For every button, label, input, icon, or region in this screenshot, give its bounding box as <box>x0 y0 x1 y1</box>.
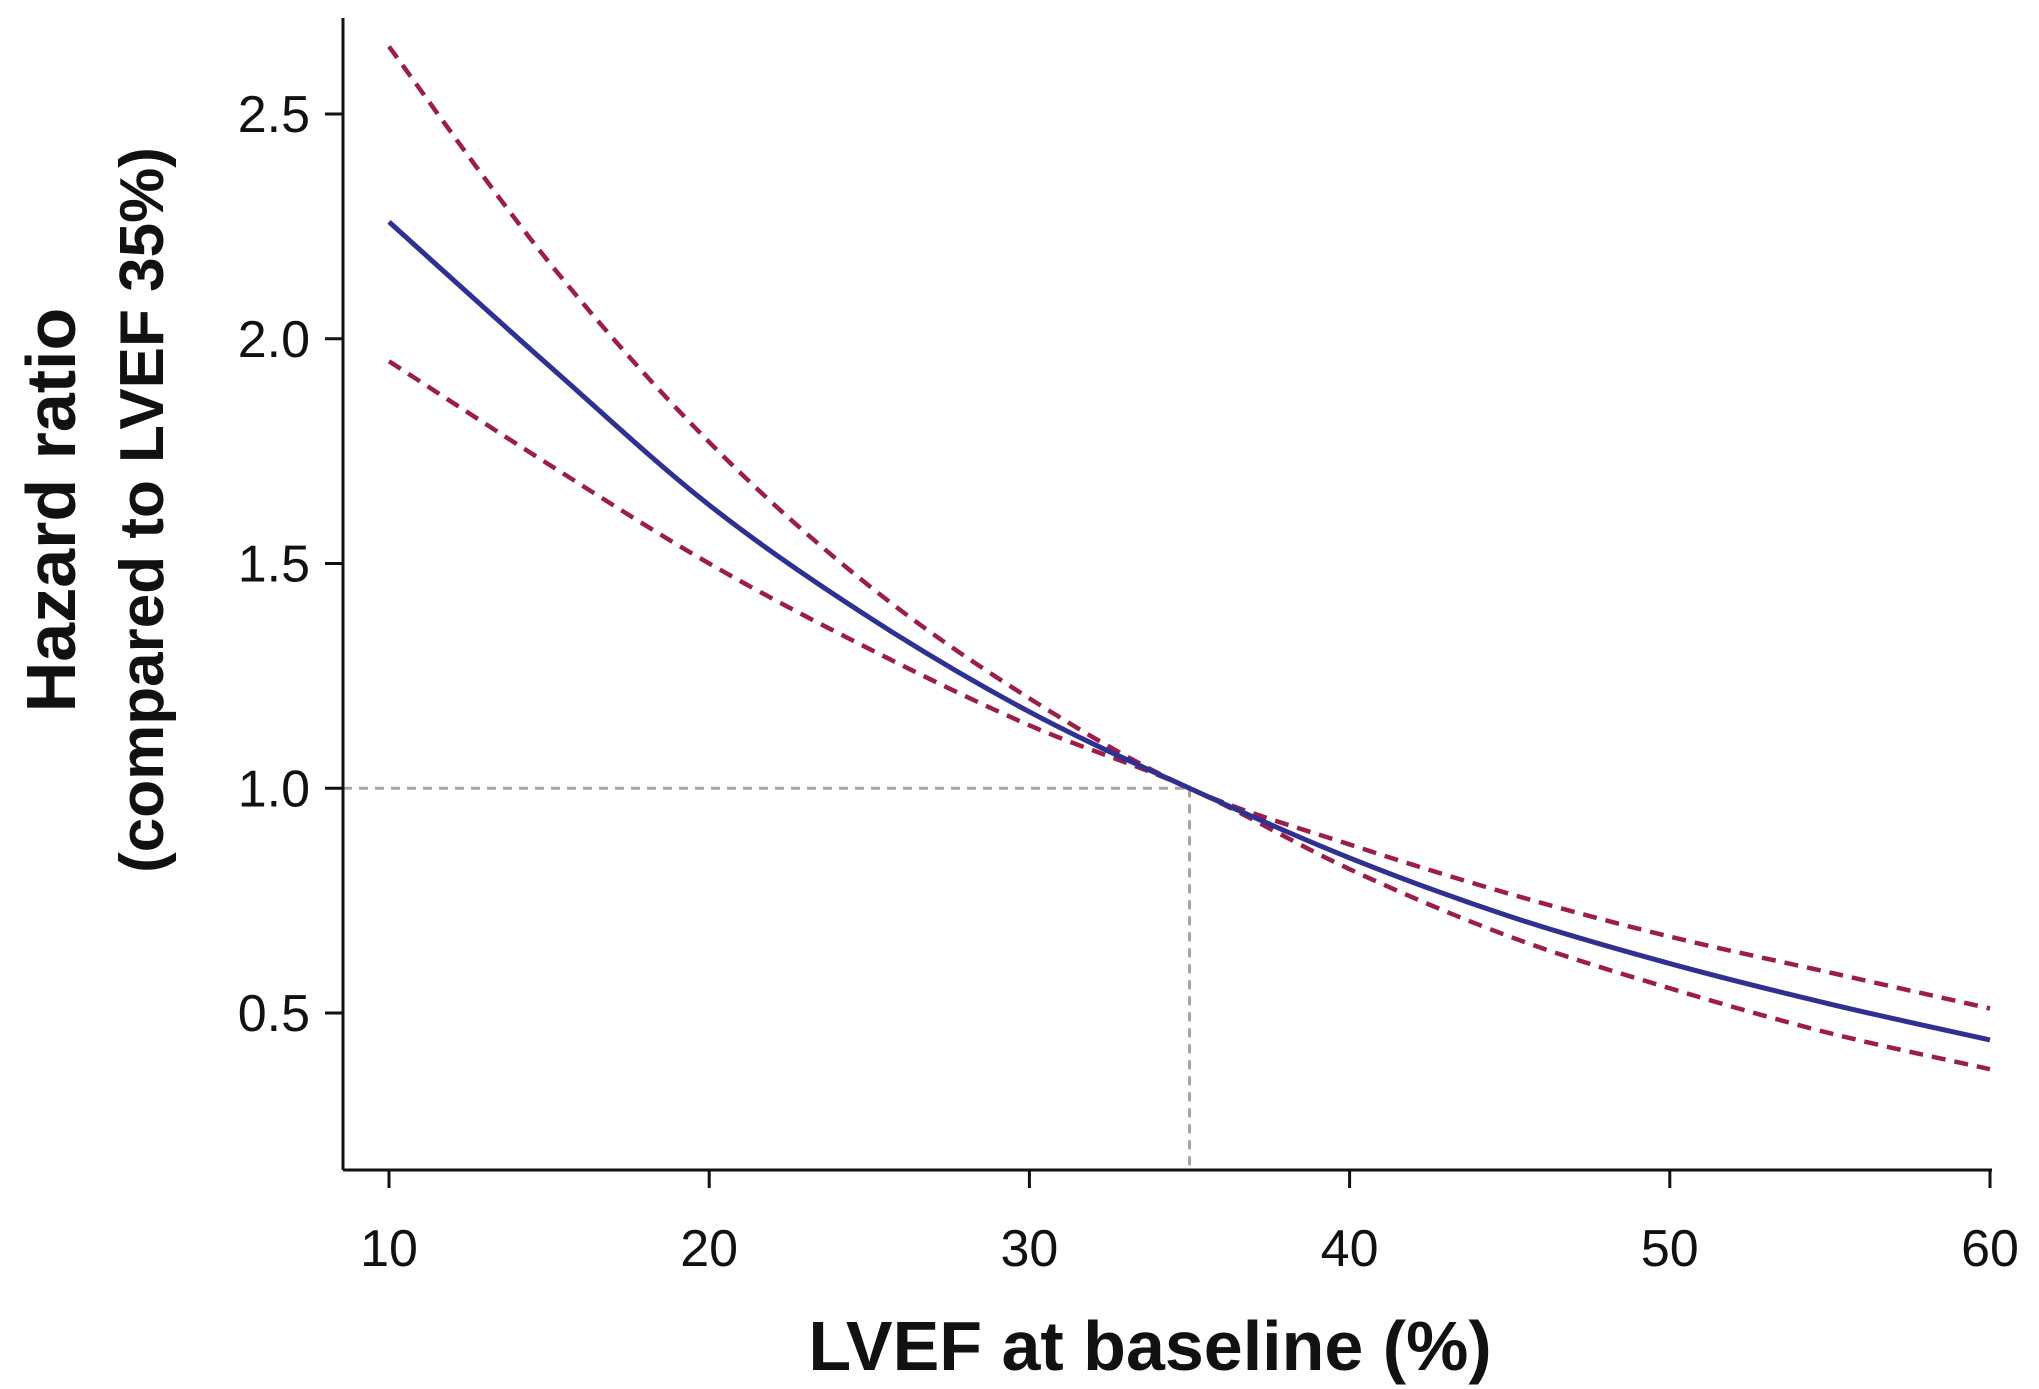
reference-lines <box>343 786 1191 1170</box>
series-line-lower-ci <box>387 359 1991 1072</box>
y-axis-title: Hazard ratio (compared to LVEF 35%) <box>12 147 177 873</box>
y-axis-ticks: 0.5 1.0 1.5 2.0 2.5 <box>238 86 343 1043</box>
series-line-upper-ci <box>387 45 1991 1011</box>
y-tick-label: 1.0 <box>238 760 310 818</box>
y-tick-label: 0.5 <box>238 985 310 1043</box>
series-lines <box>387 45 1991 1072</box>
axes <box>341 18 1992 1172</box>
y-axis-title-line1: Hazard ratio <box>12 308 90 713</box>
x-axis-title: LVEF at baseline (%) <box>808 1307 1491 1385</box>
x-tick-label: 60 <box>1961 1220 2019 1278</box>
x-tick-label: 50 <box>1641 1220 1699 1278</box>
y-tick-label: 2.0 <box>238 311 310 369</box>
x-tick-label: 30 <box>1000 1220 1058 1278</box>
x-tick-label: 20 <box>680 1220 738 1278</box>
y-tick-label: 2.5 <box>238 86 310 144</box>
y-tick-label: 1.5 <box>238 536 310 594</box>
x-axis-ticks: 10 20 30 40 50 60 <box>360 1170 2019 1278</box>
series-line-estimate <box>387 220 1991 1043</box>
x-tick-label: 40 <box>1321 1220 1379 1278</box>
x-tick-label: 10 <box>360 1220 418 1278</box>
y-axis-title-line2: (compared to LVEF 35%) <box>108 147 177 873</box>
